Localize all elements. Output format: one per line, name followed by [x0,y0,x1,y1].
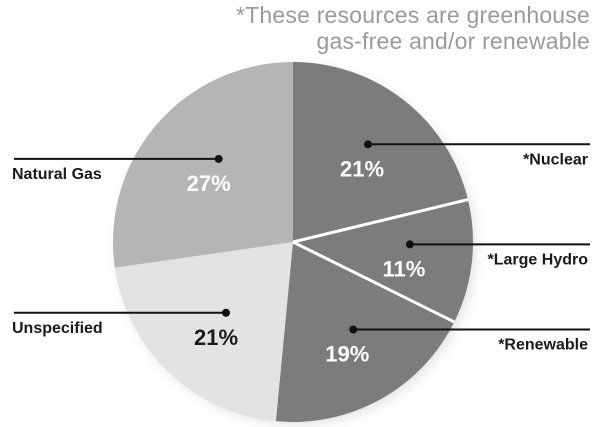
category-label-nuclear: *Nuclear [523,151,588,168]
resource-note-line-2: gas-free and/or renewable [316,28,590,54]
slice-separator-large-hydro [292,198,469,244]
category-label-natural-gas: Natural Gas [12,166,102,183]
resource-note-line-1: *These resources are greenhouse [236,2,590,28]
value-label-unspecified: 21% [194,325,238,350]
pie-slice-unspecified [114,242,293,422]
value-label-large-hydro: 11% [382,256,425,281]
pie-slice-renewable [275,242,455,422]
pie-slice-natural-gas [112,62,293,268]
value-label-natural-gas: 27% [187,171,231,196]
value-label-nuclear: 21% [340,156,384,181]
category-label-renewable: *Renewable [498,337,588,354]
pie-slice-nuclear [293,62,468,242]
category-label-large-hydro: *Large Hydro [488,251,589,268]
slice-separator-renewable [292,240,455,324]
value-label-renewable: 19% [325,342,369,367]
pie-slice-large-hydro [293,199,474,322]
category-label-unspecified: Unspecified [12,320,103,337]
